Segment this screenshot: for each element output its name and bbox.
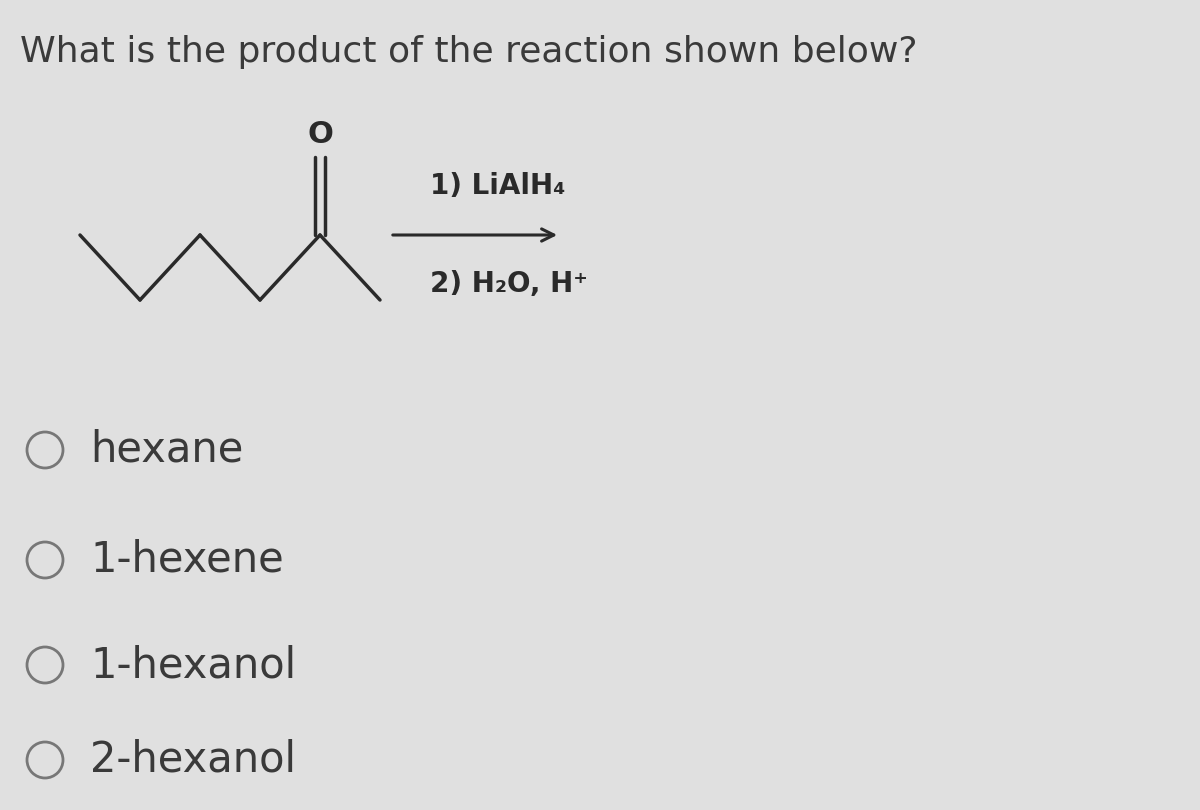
Text: hexane: hexane — [90, 429, 244, 471]
Text: 1) LiAlH₄: 1) LiAlH₄ — [430, 172, 565, 200]
Text: What is the product of the reaction shown below?: What is the product of the reaction show… — [20, 35, 918, 69]
Text: 1-hexene: 1-hexene — [90, 539, 283, 581]
Text: O: O — [307, 120, 332, 149]
Text: 1-hexanol: 1-hexanol — [90, 644, 296, 686]
Text: 2-hexanol: 2-hexanol — [90, 739, 296, 781]
Text: 2) H₂O, H⁺: 2) H₂O, H⁺ — [430, 270, 588, 298]
